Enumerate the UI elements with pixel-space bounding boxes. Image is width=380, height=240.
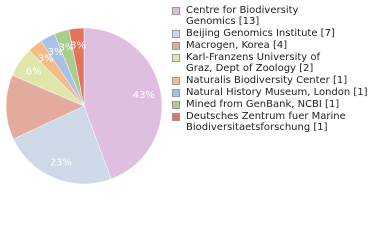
legend-swatch [172,7,180,15]
legend-swatch [172,89,180,97]
legend-label: Mined from GenBank, NCBI [1] [186,99,340,110]
legend-label: Deutsches Zentrum fuer Marine Biodiversi… [186,111,346,133]
legend-swatch [172,77,180,85]
legend-item: Centre for Biodiversity Genomics [13] [172,5,378,27]
pie-slice [5,74,85,140]
legend-item: Natural History Museum, London [1] [172,87,378,98]
slice-label: 3% [48,47,64,58]
slice-label: 23% [50,157,72,168]
legend-item: Karl-Franzens University of Graz, Dept o… [172,52,378,74]
legend-item: Mined from GenBank, NCBI [1] [172,99,378,110]
legend-item: Macrogen, Korea [4] [172,40,378,51]
legend-label: Karl-Franzens University of Graz, Dept o… [186,52,320,74]
legend-swatch [172,113,180,121]
legend-label: Macrogen, Korea [4] [186,40,288,51]
pie-slice [83,27,163,180]
legend-swatch [172,101,180,109]
legend-label: Centre for Biodiversity Genomics [13] [186,5,299,27]
pie-chart: 43%23%6%3%3%3%3% [5,27,163,185]
legend-item: Deutsches Zentrum fuer Marine Biodiversi… [172,111,378,133]
pie-slice [68,27,85,107]
slice-label: 43% [133,90,155,101]
legend-swatch [172,54,180,62]
legend: Centre for Biodiversity Genomics [13] Bei… [172,5,378,134]
pie-slice [13,105,112,185]
legend-item: Beijing Genomics Institute [7] [172,28,378,39]
legend-swatch [172,30,180,38]
slice-label: 3% [38,54,54,65]
legend-label: Naturalis Biodiversity Center [1] [186,75,348,86]
legend-item: Naturalis Biodiversity Center [1] [172,75,378,86]
slice-label: 3% [70,40,86,51]
legend-label: Beijing Genomics Institute [7] [186,28,335,39]
slice-label: 3% [59,43,75,54]
legend-swatch [172,42,180,50]
legend-label: Natural History Museum, London [1] [186,87,368,98]
slice-label: 6% [26,67,42,78]
